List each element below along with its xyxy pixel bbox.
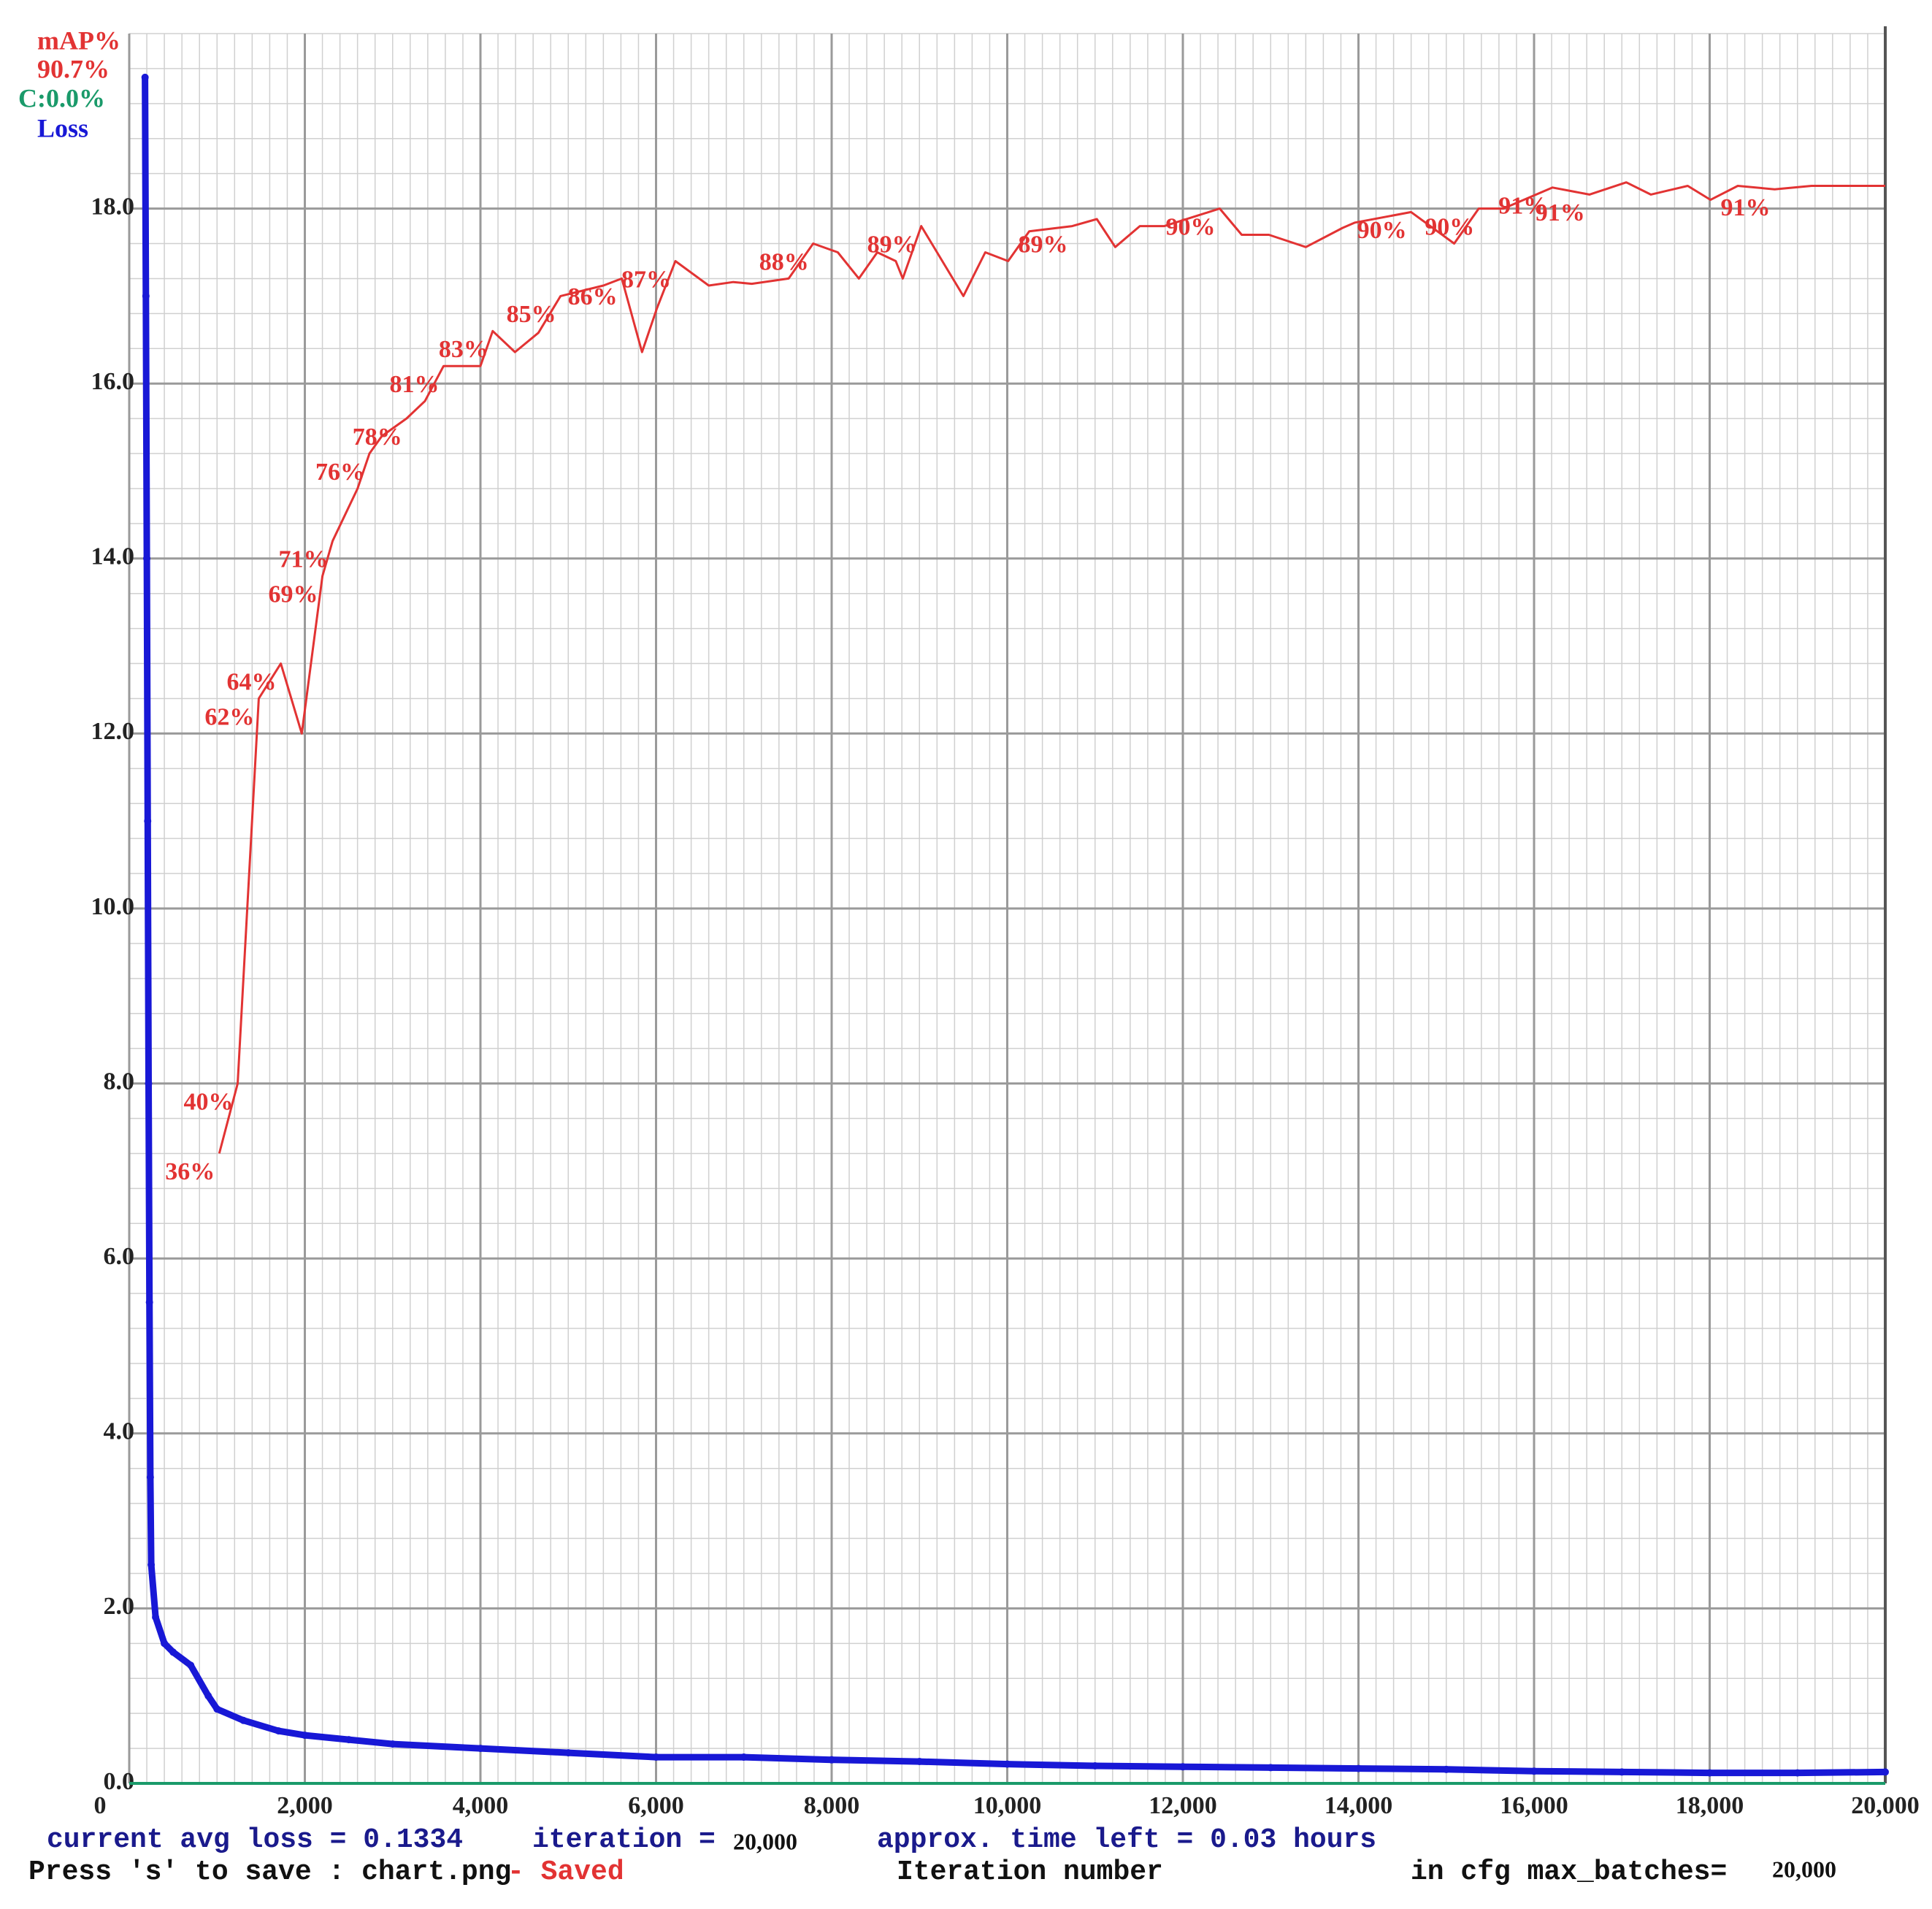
loss-point	[152, 1613, 160, 1621]
loss-point	[1179, 1763, 1187, 1771]
loss-point	[1793, 1769, 1801, 1777]
loss-point	[275, 1727, 283, 1735]
map-label: 64%	[227, 668, 277, 695]
y-tick-label: 2.0	[104, 1593, 135, 1620]
plot-area: 36% 40% 62% 64% 69% 71% 76% 78% 81%83% 85% 86%87% 8…	[129, 73, 1889, 1785]
x-tick-label: 0	[94, 1792, 107, 1819]
x-tick-label: 16,000	[1500, 1792, 1568, 1819]
loss-point	[916, 1758, 924, 1766]
legend-loss: Loss	[37, 113, 88, 142]
y-tick-label: 18.0	[91, 193, 135, 220]
map-label: 78%	[353, 424, 402, 451]
iteration-label: iteration =	[532, 1824, 732, 1856]
loss-point	[828, 1756, 835, 1764]
map-label: 83%	[439, 336, 488, 363]
series-line	[218, 181, 1885, 1154]
avg-loss: current avg loss = 0.1334	[47, 1824, 463, 1856]
map-label: 40%	[184, 1088, 234, 1115]
legend-map: mAP%	[37, 26, 120, 55]
map-label: 87%	[621, 266, 671, 293]
map-label: 86%	[568, 283, 618, 310]
loss-point	[1618, 1768, 1626, 1776]
loss-point	[1530, 1767, 1538, 1775]
y-tick-label: 14.0	[91, 543, 135, 570]
loss-point	[147, 1561, 156, 1569]
y-tick-label: 16.0	[91, 368, 135, 395]
x-tick-label: 14,000	[1325, 1792, 1393, 1819]
loss-point	[1354, 1764, 1362, 1772]
loss-point	[204, 1692, 212, 1700]
map-label: 85%	[507, 301, 556, 328]
map-label: 91%	[1720, 194, 1770, 221]
loss-point	[1267, 1764, 1275, 1772]
x-tick-label: 18,000	[1676, 1792, 1744, 1819]
saved: - Saved	[507, 1856, 624, 1888]
loss-point	[169, 1648, 177, 1656]
y-tick-label: 10.0	[91, 893, 135, 920]
max-batches-label: in cfg max_batches=	[1411, 1856, 1727, 1888]
loss-point	[388, 1740, 396, 1748]
map-label: 71%	[278, 546, 328, 573]
x-tick-label: 10,000	[973, 1792, 1042, 1819]
legend-current-map: 90.7%	[37, 54, 110, 83]
x-tick-label: 4,000	[453, 1792, 509, 1819]
loss-point	[740, 1753, 748, 1761]
map-label: 89%	[867, 231, 917, 258]
time-left: approx. time left = 0.03 hours	[877, 1824, 1376, 1856]
legend-c: C:0.0%	[18, 83, 105, 112]
loss-point	[141, 73, 149, 81]
x-tick-label: 8,000	[804, 1792, 860, 1819]
map-label: 62%	[204, 703, 254, 730]
map-label: 89%	[1018, 231, 1067, 258]
loss-point	[213, 1705, 221, 1713]
map-label: 76%	[315, 459, 365, 486]
series-line	[142, 77, 1886, 1777]
loss-point	[161, 1640, 169, 1648]
grid: 0 2,000 4,000 6,000 8,000 10,000 12,000 14,000 1…	[91, 26, 1920, 1819]
map-label: 36%	[165, 1158, 215, 1185]
loss-point	[143, 554, 151, 562]
loss-point	[1706, 1769, 1714, 1777]
max-batches-value: 20,000	[1772, 1856, 1836, 1882]
loss-point	[239, 1716, 248, 1724]
x-tick-label: 6,000	[628, 1792, 684, 1819]
loss-point	[1091, 1762, 1099, 1770]
y-tick-label: 6.0	[104, 1243, 135, 1270]
loss-point	[1442, 1765, 1450, 1773]
loss-point	[1003, 1760, 1011, 1768]
loss-point	[301, 1732, 309, 1740]
x-tick-label: 2,000	[277, 1792, 333, 1819]
map-label: 91%	[1536, 199, 1585, 226]
loss-point	[142, 292, 150, 300]
map-label: 69%	[269, 581, 318, 608]
save-hint: Press 's' to save : chart.png	[28, 1856, 511, 1888]
x-tick-label: 20,000	[1851, 1792, 1920, 1819]
y-tick-label: 8.0	[104, 1068, 135, 1095]
loss-point	[144, 817, 152, 825]
loss-point	[345, 1736, 353, 1744]
map-label: 91%	[1498, 193, 1548, 220]
loss-point	[1882, 1768, 1889, 1776]
map-label: 90%	[1425, 213, 1474, 240]
y-tick-label: 0.0	[104, 1768, 135, 1795]
y-tick-label: 12.0	[91, 718, 135, 745]
map-label: 90%	[1357, 217, 1407, 244]
x-axis-label: Iteration number	[897, 1856, 1163, 1888]
loss-point	[187, 1661, 195, 1669]
map-label: 90%	[1166, 213, 1216, 240]
loss-point	[652, 1753, 660, 1761]
y-tick-label: 4.0	[104, 1418, 135, 1445]
loss-point	[145, 1079, 153, 1087]
map-label: 81%	[389, 371, 439, 398]
loss-point	[145, 1298, 153, 1307]
loss-point	[564, 1749, 572, 1757]
map-label: 88%	[759, 248, 809, 275]
loss-point	[146, 1473, 154, 1481]
x-tick-label: 12,000	[1149, 1792, 1217, 1819]
iteration-value: 20,000	[733, 1828, 797, 1854]
loss-point	[477, 1745, 484, 1753]
